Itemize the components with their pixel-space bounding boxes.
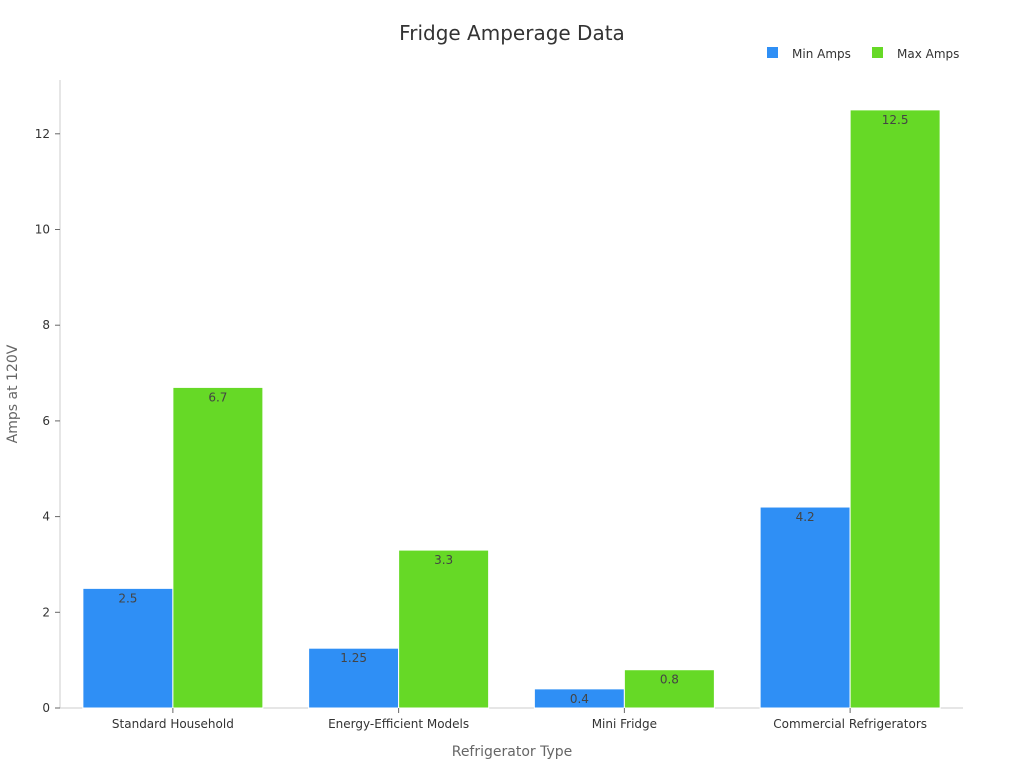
bar-min-amps	[82, 587, 174, 709]
legend-swatch-min-amps	[767, 47, 778, 58]
bar-max-amps	[623, 669, 715, 709]
x-tick-label: Energy-Efficient Models	[328, 717, 469, 731]
legend: Min Amps Max Amps	[767, 47, 959, 61]
y-tick-label: 10	[35, 223, 50, 237]
y-tick-label: 12	[35, 127, 50, 141]
data-label-max-amps: 3.3	[434, 553, 453, 567]
chart-title: Fridge Amperage Data	[399, 21, 625, 45]
x-axis-title: Refrigerator Type	[452, 744, 573, 760]
y-tick-label: 0	[42, 701, 50, 715]
x-tick-label: Mini Fridge	[592, 717, 657, 731]
data-label-max-amps: 6.7	[208, 390, 227, 404]
data-label-max-amps: 0.8	[660, 673, 679, 687]
bar-max-amps	[849, 109, 941, 709]
y-tick-label: 8	[42, 318, 50, 332]
bar-min-amps	[759, 506, 851, 709]
data-label-max-amps: 12.5	[882, 113, 909, 127]
data-label-min-amps: 0.4	[570, 692, 589, 706]
legend-swatch-max-amps	[872, 47, 883, 58]
bar-max-amps	[398, 549, 490, 709]
x-axis-ticks: Standard Household Energy-Efficient Model…	[112, 708, 927, 731]
x-tick-label: Standard Household	[112, 717, 234, 731]
bars: 2.5 6.7 1.25 3.3 0.4 0.8 4.2 12.5	[82, 109, 941, 709]
y-axis-ticks: 0 2 4 6 8 10 12	[35, 127, 60, 715]
x-tick-label: Commercial Refrigerators	[773, 717, 927, 731]
legend-label-min-amps: Min Amps	[792, 47, 851, 61]
y-tick-label: 4	[42, 510, 50, 524]
data-label-min-amps: 1.25	[340, 651, 367, 665]
y-axis-title: Amps at 120V	[5, 344, 21, 443]
data-label-min-amps: 2.5	[118, 591, 137, 605]
bar-max-amps	[172, 386, 264, 709]
y-tick-label: 2	[42, 605, 50, 619]
legend-label-max-amps: Max Amps	[897, 47, 959, 61]
data-label-min-amps: 4.2	[796, 510, 815, 524]
y-tick-label: 6	[42, 414, 50, 428]
